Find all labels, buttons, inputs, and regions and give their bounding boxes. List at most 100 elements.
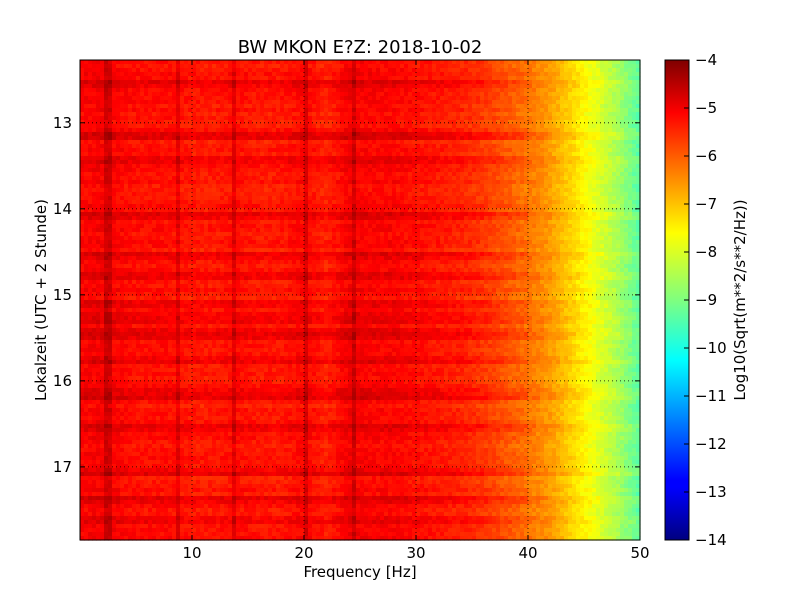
- heatmap-cell: [132, 220, 137, 225]
- heatmap-cell: [144, 520, 149, 525]
- heatmap-cell: [216, 408, 221, 413]
- heatmap-cell: [200, 248, 205, 253]
- heatmap-cell: [124, 228, 129, 233]
- heatmap-cell: [128, 456, 133, 461]
- heatmap-cell: [184, 68, 189, 73]
- heatmap-cell: [132, 172, 137, 177]
- heatmap-cell: [144, 300, 149, 305]
- heatmap-cell: [92, 204, 97, 209]
- heatmap-cell: [164, 364, 169, 369]
- heatmap-cell: [160, 84, 165, 89]
- heatmap-cell: [224, 236, 229, 241]
- heatmap-cell: [148, 356, 153, 361]
- heatmap-cell: [128, 416, 133, 421]
- heatmap-cell: [112, 472, 117, 477]
- heatmap-cell: [156, 72, 161, 77]
- heatmap-cell: [164, 324, 169, 329]
- heatmap-cell: [176, 252, 181, 257]
- heatmap-cell: [196, 528, 201, 533]
- heatmap-cell: [160, 128, 165, 133]
- heatmap-cell: [240, 112, 245, 117]
- heatmap-cell: [208, 424, 213, 429]
- heatmap-cell: [84, 216, 89, 221]
- heatmap-cell: [88, 448, 93, 453]
- heatmap-cell: [220, 180, 225, 185]
- heatmap-cell: [124, 252, 129, 257]
- heatmap-cell: [184, 356, 189, 361]
- heatmap-cell: [224, 312, 229, 317]
- heatmap-cell: [212, 468, 217, 473]
- heatmap-cell: [184, 288, 189, 293]
- heatmap-cell: [116, 172, 121, 177]
- heatmap-cell: [148, 60, 153, 65]
- heatmap-cell: [160, 464, 165, 469]
- heatmap-cell: [104, 204, 109, 209]
- heatmap-cell: [92, 264, 97, 269]
- heatmap-cell: [124, 280, 129, 285]
- heatmap-cell: [140, 196, 145, 201]
- heatmap-cell: [144, 112, 149, 117]
- heatmap-cell: [224, 424, 229, 429]
- heatmap-cell: [96, 296, 101, 301]
- heatmap-cell: [84, 384, 89, 389]
- heatmap-cell: [100, 116, 105, 121]
- heatmap-cell: [232, 136, 237, 141]
- heatmap-cell: [220, 520, 225, 525]
- heatmap-cell: [92, 224, 97, 229]
- heatmap-cell: [100, 212, 105, 217]
- heatmap-cell: [240, 328, 245, 333]
- heatmap-cell: [132, 288, 137, 293]
- heatmap-cell: [220, 456, 225, 461]
- heatmap-cell: [112, 160, 117, 165]
- heatmap-cell: [116, 256, 121, 261]
- heatmap-cell: [92, 316, 97, 321]
- heatmap-cell: [168, 480, 173, 485]
- heatmap-cell: [224, 428, 229, 433]
- heatmap-cell: [212, 388, 217, 393]
- heatmap-cell: [88, 224, 93, 229]
- heatmap-cell: [196, 108, 201, 113]
- heatmap-cell: [84, 376, 89, 381]
- heatmap-cell: [216, 516, 221, 521]
- heatmap-cell: [160, 324, 165, 329]
- heatmap-cell: [124, 240, 129, 245]
- heatmap-cell: [160, 400, 165, 405]
- heatmap-cell: [216, 436, 221, 441]
- heatmap-cell: [140, 488, 145, 493]
- heatmap-cell: [180, 196, 185, 201]
- heatmap-cell: [112, 404, 117, 409]
- heatmap-cell: [84, 416, 89, 421]
- heatmap-cell: [228, 404, 233, 409]
- heatmap-cell: [224, 112, 229, 117]
- heatmap-cell: [124, 168, 129, 173]
- heatmap-cell: [192, 228, 197, 233]
- heatmap-cell: [176, 228, 181, 233]
- heatmap-cell: [152, 416, 157, 421]
- heatmap-cell: [140, 432, 145, 437]
- heatmap-cell: [220, 320, 225, 325]
- heatmap-cell: [108, 188, 113, 193]
- heatmap-cell: [176, 196, 181, 201]
- heatmap-cell: [124, 492, 129, 497]
- heatmap-cell: [148, 64, 153, 69]
- heatmap-cell: [160, 240, 165, 245]
- heatmap-cell: [160, 316, 165, 321]
- heatmap-cell: [200, 372, 205, 377]
- heatmap-cell: [184, 492, 189, 497]
- heatmap-cell: [172, 384, 177, 389]
- heatmap-cell: [100, 276, 105, 281]
- heatmap-cell: [104, 348, 109, 353]
- heatmap-cell: [108, 92, 113, 97]
- heatmap-cell: [208, 332, 213, 337]
- heatmap-cell: [216, 428, 221, 433]
- heatmap-cell: [180, 504, 185, 509]
- heatmap-cell: [164, 356, 169, 361]
- heatmap-cell: [232, 252, 237, 257]
- heatmap-cell: [144, 444, 149, 449]
- heatmap-cell: [136, 388, 141, 393]
- heatmap-cell: [120, 420, 125, 425]
- heatmap-cell: [144, 176, 149, 181]
- heatmap-cell: [112, 72, 117, 77]
- heatmap-cell: [192, 92, 197, 97]
- heatmap-cell: [144, 304, 149, 309]
